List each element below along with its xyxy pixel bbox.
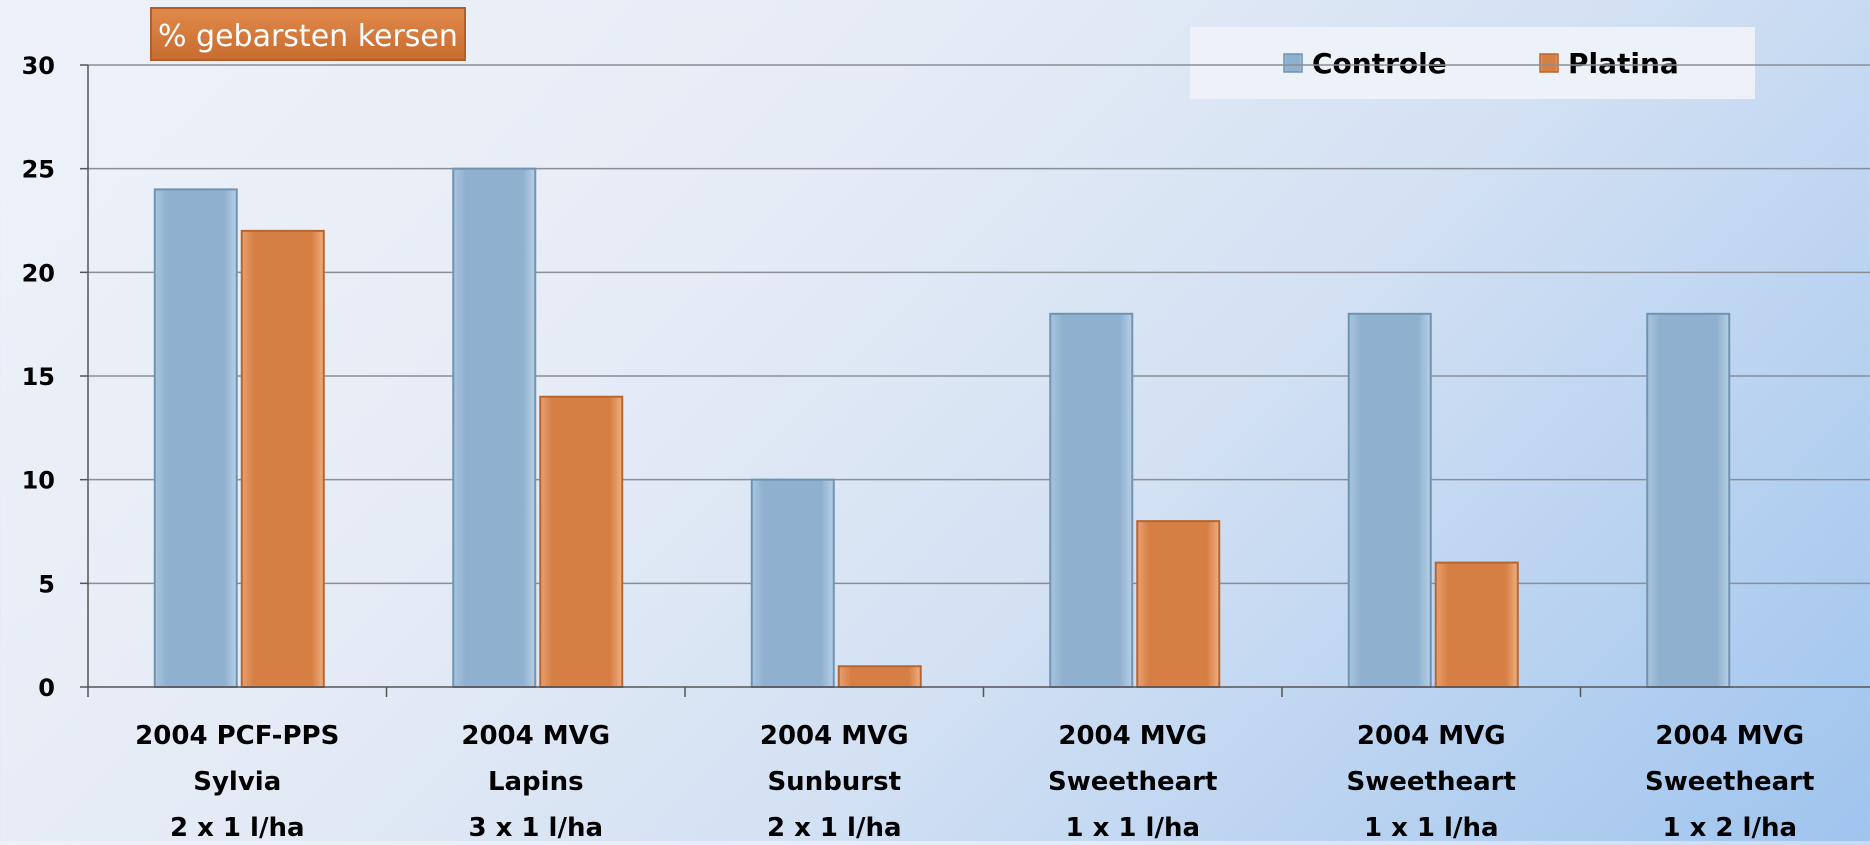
bars: [153, 167, 1731, 689]
y-tick-label: 30: [22, 52, 55, 80]
legend-label-platina: Platina: [1568, 47, 1679, 80]
y-tick-label: 10: [22, 467, 55, 495]
y-tick-label: 15: [22, 363, 55, 391]
x-tick-label: 2004 MVG Sunburst 2 x 1 l/ha: [760, 721, 909, 841]
x-tick-label: 2004 PCF-PPS Sylvia 2 x 1 l/ha: [135, 721, 339, 841]
x-tick-label: 2004 MVG Sweetheart 1 x 2 l/ha: [1645, 721, 1814, 841]
title-badge: [150, 7, 466, 61]
bar-platina: [837, 665, 922, 688]
legend-swatch-controle: [1283, 53, 1303, 73]
legend: Controle Platina: [1283, 47, 1679, 80]
y-tick-label: 20: [22, 259, 55, 287]
legend-label-controle: Controle: [1312, 47, 1447, 80]
bar-controle: [1049, 312, 1134, 688]
legend-swatch-platina: [1539, 53, 1559, 73]
gridlines: [88, 64, 1870, 585]
y-tick-label: 5: [38, 570, 55, 598]
chart-title: % gebarsten kersen: [158, 19, 458, 54]
bar-controle: [1646, 312, 1731, 688]
bar-platina: [240, 229, 325, 688]
x-tick-label: 2004 MVG Sweetheart 1 x 1 l/ha: [1347, 721, 1516, 841]
bar-controle: [153, 188, 238, 688]
y-tick-label: 25: [22, 156, 55, 184]
bar-platina: [1434, 561, 1519, 688]
bar-platina: [1136, 520, 1221, 689]
bar-controle: [1347, 312, 1432, 688]
bar-controle: [452, 167, 537, 688]
bar-controle: [750, 478, 835, 688]
y-axis: 0 5 10 15 20 25 30: [22, 52, 89, 702]
bar-platina: [539, 395, 624, 688]
x-axis: 2004 PCF-PPS Sylvia 2 x 1 l/ha 2004 MVG Lapi…: [87, 686, 1870, 843]
x-tick-label: 2004 MVG Sweetheart 1 x 1 l/ha: [1048, 721, 1217, 841]
y-tick-label: 0: [38, 674, 55, 702]
x-tick-label: 2004 MVG Lapins 3 x 1 l/ha: [461, 721, 610, 841]
